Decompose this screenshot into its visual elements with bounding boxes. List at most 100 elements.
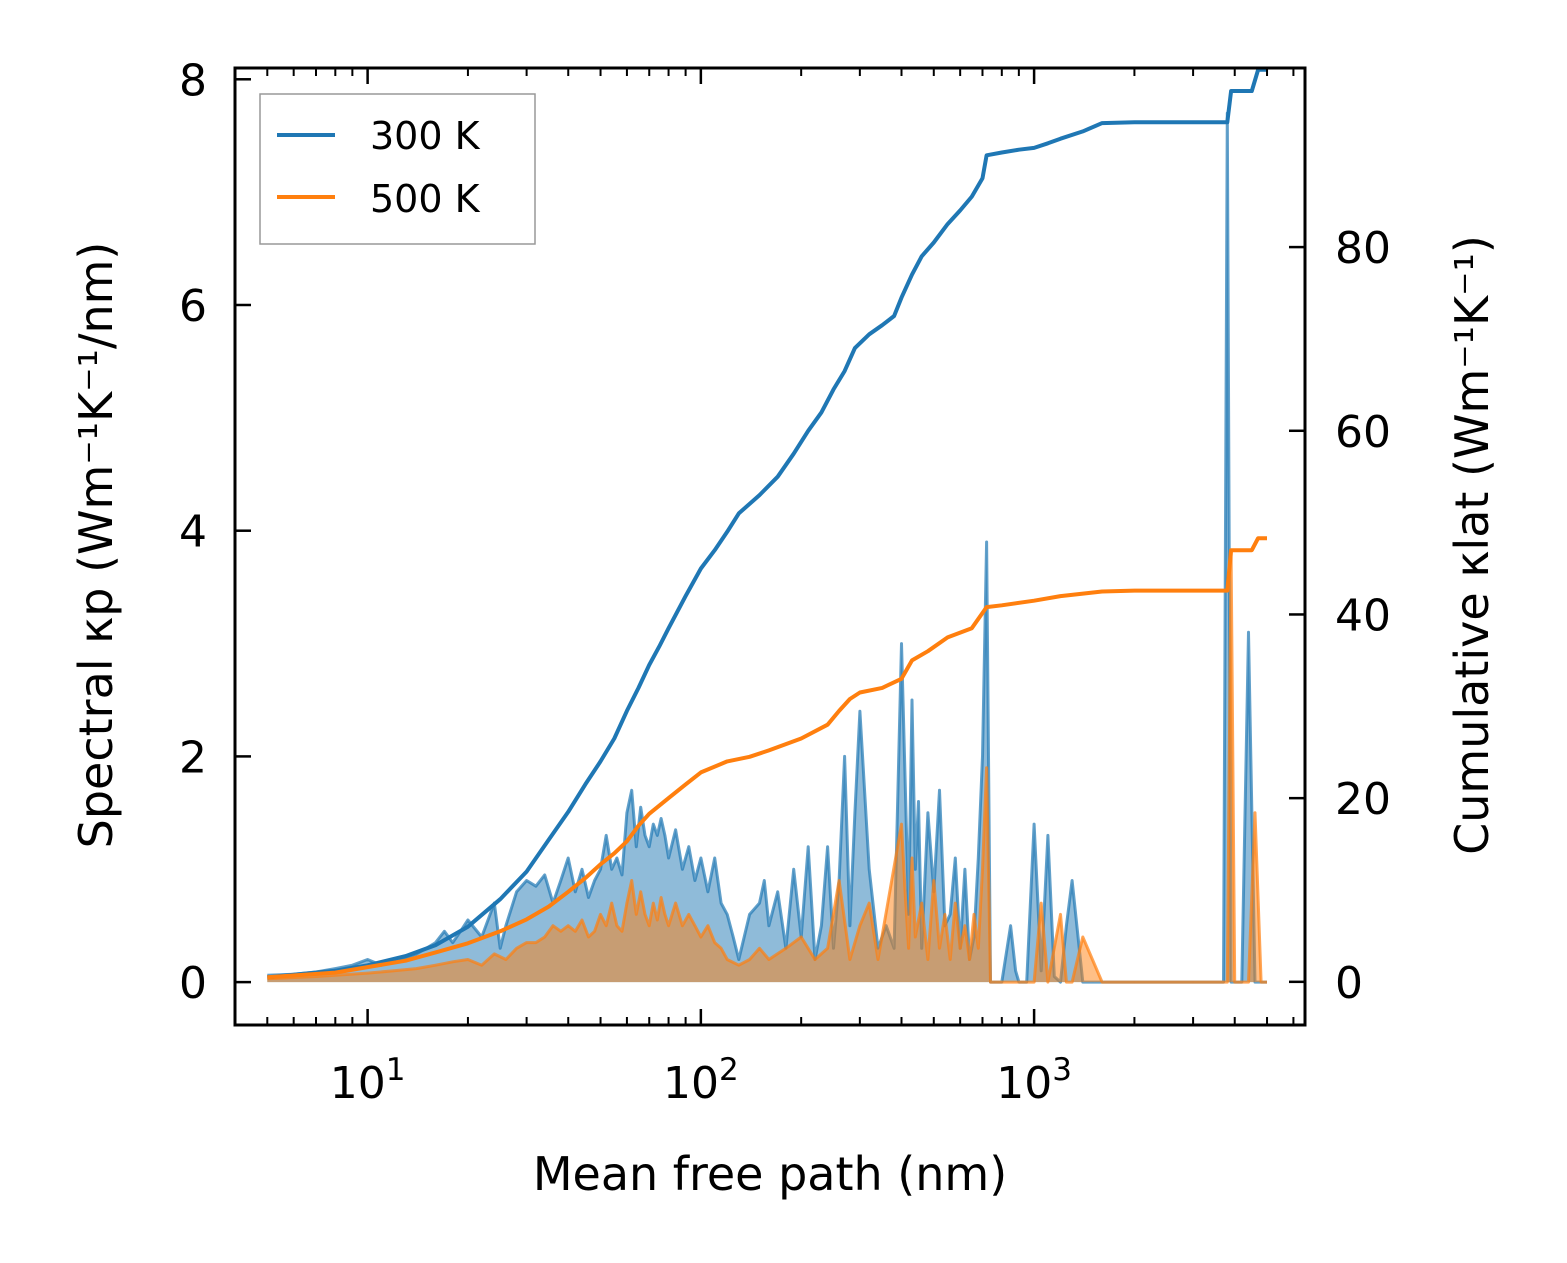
cumulative-point-500-k: [585, 878, 586, 879]
cumulative-point-300-k: [986, 155, 987, 156]
spectral-point-300-k-spectral: [927, 812, 928, 813]
spectral-point-300-k-spectral: [939, 790, 940, 791]
spectral-point-500-k-spectral: [939, 948, 940, 949]
cumulative-point-500-k: [901, 678, 902, 679]
spectral-point-300-k-spectral: [950, 914, 951, 915]
spectral-point-300-k-spectral: [588, 897, 589, 898]
spectral-point-500-k-spectral: [814, 959, 815, 960]
spectral-point-300-k-spectral: [649, 846, 650, 847]
spectral-point-500-k-spectral: [505, 959, 506, 960]
spectral-point-300-k-spectral: [636, 846, 637, 847]
spectral-point-500-k-spectral: [749, 959, 750, 960]
cumulative-point-500-k: [700, 772, 701, 773]
spectral-point-300-k-spectral: [560, 880, 561, 881]
cumulative-point-500-k: [911, 660, 912, 661]
y-axis-right-title: Cumulative κlat (Wm⁻¹K⁻¹): [1445, 235, 1499, 855]
spectral-point-500-k-spectral: [616, 925, 617, 926]
cumulative-point-300-k: [833, 389, 834, 390]
cumulative-point-300-k: [568, 811, 569, 812]
spectral-point-500-k-spectral: [664, 914, 665, 915]
y-right-tick-label: 40: [1335, 590, 1391, 641]
spectral-point-300-k-spectral: [1010, 925, 1011, 926]
spectral-point-500-k-spectral: [1134, 982, 1135, 983]
cumulative-point-500-k: [367, 967, 368, 968]
cumulative-point-500-k: [267, 977, 268, 978]
spectral-point-300-k-spectral: [964, 869, 965, 870]
spectral-point-500-k-spectral: [535, 942, 536, 943]
spectral-point-500-k-spectral: [915, 936, 916, 937]
y-right-tick-label: 20: [1335, 774, 1391, 825]
cumulative-point-500-k: [435, 952, 436, 953]
spectral-point-300-k-spectral: [721, 903, 722, 904]
spectral-point-300-k-spectral: [621, 874, 622, 875]
spectral-point-300-k-spectral: [1034, 824, 1035, 825]
cumulative-point-500-k: [1258, 538, 1259, 539]
spectral-point-300-k-spectral: [688, 846, 689, 847]
cumulative-point-500-k: [801, 738, 802, 739]
spectral-point-500-k-spectral: [367, 973, 368, 974]
spectral-point-500-k-spectral: [560, 931, 561, 932]
cumulative-point-300-k: [1251, 90, 1252, 91]
cumulative-point-500-k: [1231, 550, 1232, 551]
spectral-point-500-k-spectral: [969, 959, 970, 960]
spectral-point-500-k-spectral: [644, 914, 645, 915]
y-left-tick-label: 2: [179, 732, 207, 783]
plot-area: [267, 67, 1267, 984]
spectral-point-300-k-spectral: [844, 756, 845, 757]
spectral-point-500-k-spectral: [640, 891, 641, 892]
spectral-point-300-k-spectral: [664, 835, 665, 836]
spectral-point-300-k-spectral: [682, 869, 683, 870]
cumulative-point-300-k: [894, 315, 895, 316]
cumulative-point-500-k: [614, 853, 615, 854]
spectral-point-300-k-spectral: [768, 925, 769, 926]
spectral-point-500-k-spectral: [859, 925, 860, 926]
spectral-point-300-k-spectral: [808, 846, 809, 847]
y-right-tick-label: 0: [1335, 958, 1363, 1009]
legend-label-300: 300 K: [370, 114, 481, 158]
spectral-point-500-k-spectral: [452, 961, 453, 962]
spectral-point-500-k-spectral: [986, 767, 987, 768]
cumulative-point-500-k: [467, 943, 468, 944]
spectral-point-300-k-spectral: [352, 965, 353, 966]
cumulative-point-300-k: [526, 871, 527, 872]
spectral-point-300-k-spectral: [759, 903, 760, 904]
cumulative-point-300-k: [793, 453, 794, 454]
spectral-point-500-k-spectral: [682, 925, 683, 926]
cumulative-point-300-k: [585, 784, 586, 785]
spectral-point-300-k-spectral: [611, 869, 612, 870]
cumulative-point-500-k: [649, 813, 650, 814]
spectral-point-300-k-spectral: [452, 942, 453, 943]
cumulative-point-300-k: [668, 628, 669, 629]
spectral-point-500-k-spectral: [675, 903, 676, 904]
spectral-point-300-k-spectral: [1015, 970, 1016, 971]
spectral-point-300-k-spectral: [707, 891, 708, 892]
spectral-point-500-k-spectral: [657, 919, 658, 920]
cumulative-point-300-k: [901, 297, 902, 298]
spectral-point-300-k-spectral: [727, 914, 728, 915]
cumulative-point-300-k: [600, 761, 601, 762]
spectral-point-500-k-spectral: [575, 931, 576, 932]
spectral-point-500-k-spectral: [606, 925, 607, 926]
cumulative-point-500-k: [927, 651, 928, 652]
cumulative-point-300-k: [933, 242, 934, 243]
spectral-point-300-k-spectral: [1072, 880, 1073, 881]
spectral-point-500-k-spectral: [544, 936, 545, 937]
spectral-point-500-k-spectral: [416, 968, 417, 969]
spectral-point-500-k-spectral: [315, 976, 316, 977]
cumulative-point-300-k: [727, 531, 728, 532]
spectral-point-500-k-spectral: [721, 948, 722, 949]
spectral-line-500-k-spectral: [267, 551, 1267, 984]
spectral-point-500-k-spectral: [869, 903, 870, 904]
y-left-tick-label: 6: [179, 281, 207, 332]
cumulative-point-500-k: [335, 972, 336, 973]
legend-label-500: 500 K: [370, 177, 481, 221]
cumulative-point-300-k: [971, 196, 972, 197]
cumulative-line-300-k: [267, 67, 1267, 980]
cumulative-point-300-k: [1001, 152, 1002, 153]
spectral-point-500-k-spectral: [973, 914, 974, 915]
spectral-point-300-k-spectral: [859, 711, 860, 712]
spectral-point-300-k-spectral: [505, 925, 506, 926]
spectral-point-500-k-spectral: [944, 914, 945, 915]
spectral-point-300-k-spectral: [644, 835, 645, 836]
